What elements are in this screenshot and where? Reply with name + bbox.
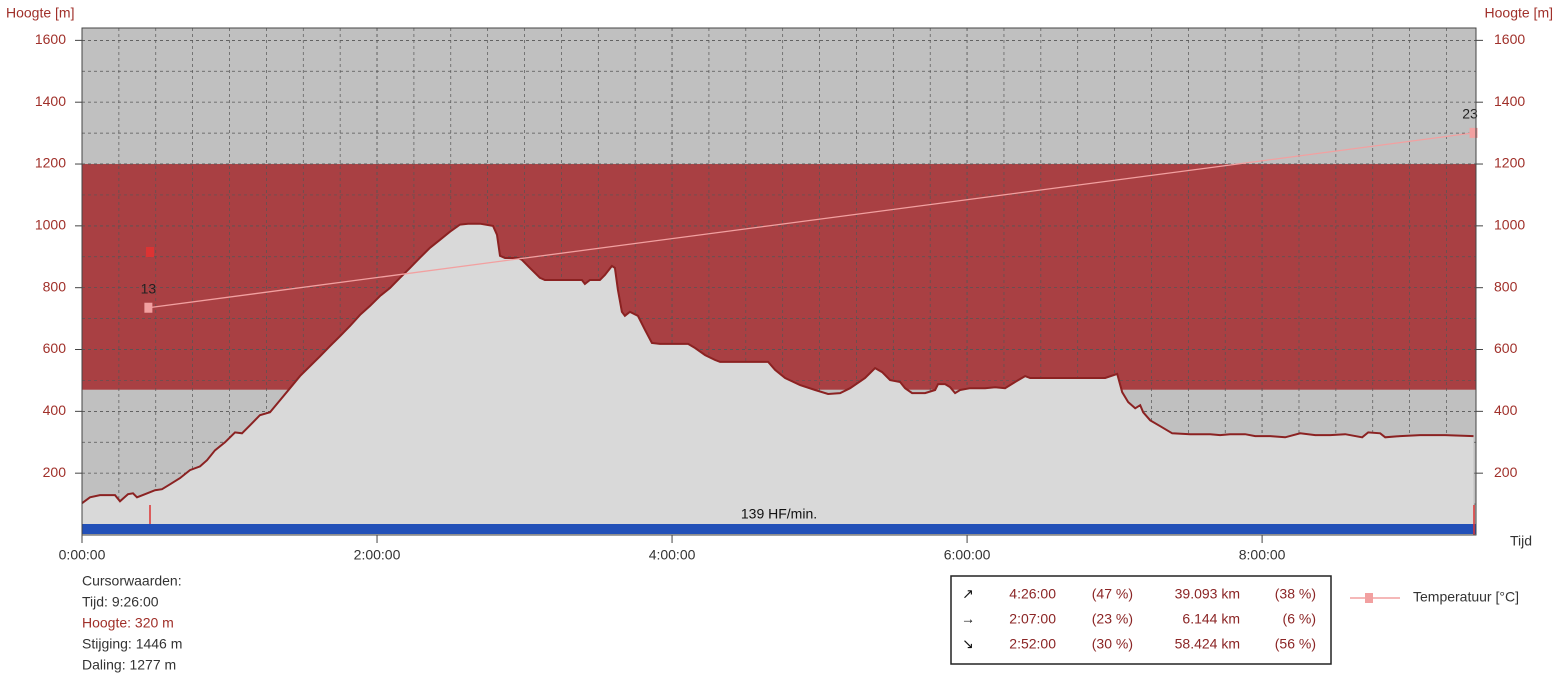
y-tick-label: 1200: [35, 155, 66, 171]
heart-rate-bar: [82, 524, 1476, 534]
stats-cell: ↗: [962, 586, 974, 602]
x-tick-label: 6:00:00: [944, 547, 991, 563]
y2-tick-label: 1200: [1494, 155, 1525, 171]
y-tick-label: 1400: [35, 93, 66, 109]
y2-axis-label: Hoogte [m]: [1485, 5, 1553, 21]
stats-cell: 58.424 km: [1175, 636, 1240, 652]
stats-cell: (38 %): [1275, 586, 1316, 602]
cursor-title: Cursorwaarden:: [82, 573, 182, 589]
stats-cell: 6.144 km: [1182, 611, 1240, 627]
stats-cell: (23 %): [1092, 611, 1133, 627]
stats-cell: (47 %): [1092, 586, 1133, 602]
stats-cell: (56 %): [1275, 636, 1316, 652]
temperature-marker: [1469, 127, 1478, 138]
x-tick-label: 0:00:00: [59, 547, 106, 563]
x-axis-label: Tijd: [1510, 533, 1532, 549]
y-tick-label: 200: [43, 464, 67, 480]
zone-band: [82, 164, 1476, 390]
y-tick-label: 1000: [35, 217, 66, 233]
y2-tick-label: 400: [1494, 402, 1518, 418]
y-tick-label: 600: [43, 340, 67, 356]
y-tick-label: 1600: [35, 31, 66, 47]
cursor-line: Hoogte: 320 m: [82, 615, 174, 631]
y2-tick-label: 1600: [1494, 31, 1525, 47]
heart-rate-label: 139 HF/min.: [741, 506, 817, 522]
stats-box: [950, 575, 1332, 665]
y-tick-label: 800: [43, 278, 67, 294]
temperature-line: [148, 132, 1474, 309]
stats-cell: (6 %): [1283, 611, 1316, 627]
cursor-icon: [146, 247, 154, 257]
stats-cell: ↘: [962, 636, 974, 652]
stats-cell: 2:07:00: [1009, 611, 1056, 627]
y2-tick-label: 1000: [1494, 217, 1525, 233]
x-tick-label: 8:00:00: [1239, 547, 1286, 563]
temperature-label: 13: [141, 280, 157, 296]
y2-tick-label: 600: [1494, 340, 1518, 356]
temperature-marker: [144, 302, 153, 313]
elevation-line: [81, 222, 1474, 505]
stats-cell: →: [961, 611, 975, 627]
stats-cell: 2:52:00: [1009, 636, 1056, 652]
y-axis-label: Hoogte [m]: [6, 5, 74, 21]
y2-tick-label: 1400: [1494, 93, 1525, 109]
temperature-label: 23: [1462, 106, 1478, 122]
x-tick-label: 2:00:00: [354, 547, 401, 563]
y2-tick-label: 800: [1494, 278, 1518, 294]
stats-cell: (30 %): [1092, 636, 1133, 652]
cursor-line: Stijging: 1446 m: [82, 636, 182, 652]
legend-marker: [1365, 593, 1373, 603]
legend-label: Temperatuur [°C]: [1413, 589, 1519, 605]
stats-cell: 4:26:00: [1009, 586, 1056, 602]
cursor-line: Tijd: 9:26:00: [82, 594, 159, 610]
x-tick-label: 4:00:00: [649, 547, 696, 563]
plot-frame: [81, 27, 1477, 536]
y-tick-label: 400: [43, 402, 67, 418]
y2-tick-label: 200: [1494, 464, 1518, 480]
cursor-line: Daling: 1277 m: [82, 657, 176, 673]
elevation-area: [82, 223, 1474, 535]
stats-cell: 39.093 km: [1175, 586, 1240, 602]
